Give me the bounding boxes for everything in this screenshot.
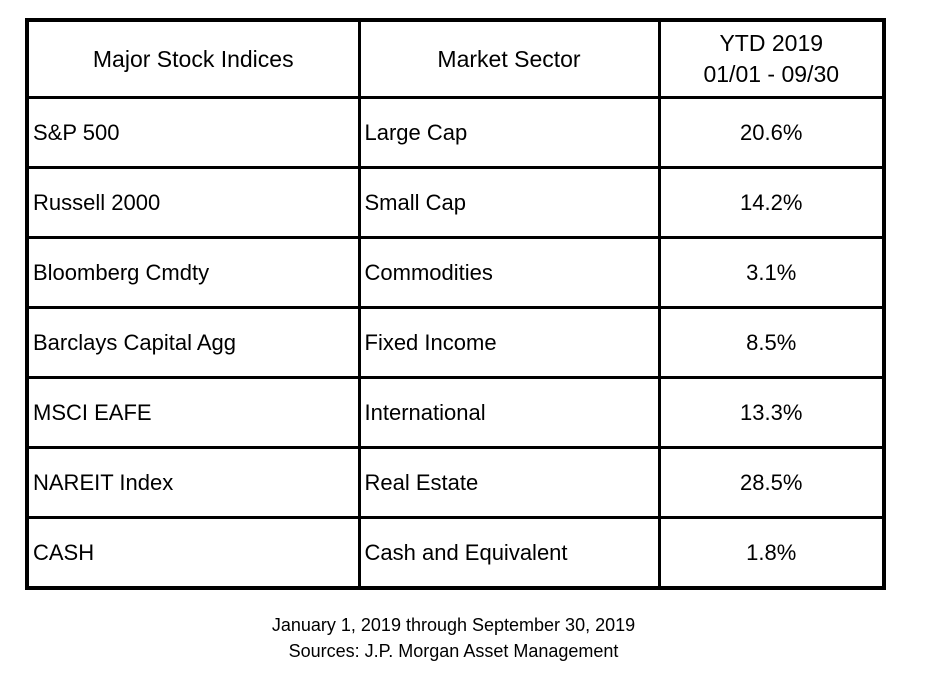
cell-ytd-return: 3.1% (657, 236, 886, 309)
footnote-sources: Sources: J.P. Morgan Asset Management (288, 641, 619, 661)
cell-stock-index: Barclays Capital Agg (25, 306, 361, 379)
table-row: NAREIT Index Real Estate 28.5% (25, 446, 886, 519)
cell-ytd-return: 14.2% (657, 166, 886, 239)
ytd-header-line1: YTD 2019 (719, 30, 824, 56)
cell-stock-index: MSCI EAFE (25, 376, 361, 449)
cell-market-sector: Commodities (357, 236, 661, 309)
table-row: CASH Cash and Equivalent 1.8% (25, 516, 886, 590)
cell-stock-index: NAREIT Index (25, 446, 361, 519)
ytd-header-line2: 01/01 - 09/30 (703, 61, 840, 87)
cell-stock-index: CASH (25, 516, 361, 590)
table-row: MSCI EAFE International 13.3% (25, 376, 886, 449)
cell-market-sector: Cash and Equivalent (357, 516, 661, 590)
cell-stock-index: S&P 500 (25, 96, 361, 169)
table-row: Barclays Capital Agg Fixed Income 8.5% (25, 306, 886, 379)
footnotes: January 1, 2019 through September 30, 20… (25, 612, 882, 664)
cell-ytd-return: 8.5% (657, 306, 886, 379)
cell-stock-index: Russell 2000 (25, 166, 361, 239)
cell-ytd-return: 20.6% (657, 96, 886, 169)
table-row: Russell 2000 Small Cap 14.2% (25, 166, 886, 239)
cell-ytd-return: 13.3% (657, 376, 886, 449)
column-header-ytd-2019: YTD 2019 01/01 - 09/30 (657, 18, 886, 99)
cell-market-sector: Small Cap (357, 166, 661, 239)
index-returns-table: Major Stock Indices Market Sector YTD 20… (25, 18, 886, 590)
table-row: S&P 500 Large Cap 20.6% (25, 96, 886, 169)
footnote-date-range: January 1, 2019 through September 30, 20… (271, 615, 636, 635)
cell-stock-index: Bloomberg Cmdty (25, 236, 361, 309)
cell-market-sector: Real Estate (357, 446, 661, 519)
cell-market-sector: International (357, 376, 661, 449)
cell-ytd-return: 28.5% (657, 446, 886, 519)
table-row: Bloomberg Cmdty Commodities 3.1% (25, 236, 886, 309)
column-header-market-sector: Market Sector (357, 18, 661, 99)
cell-market-sector: Large Cap (357, 96, 661, 169)
table-header-row: Major Stock Indices Market Sector YTD 20… (25, 18, 886, 99)
table-body: S&P 500 Large Cap 20.6% Russell 2000 Sma… (25, 96, 886, 590)
cell-market-sector: Fixed Income (357, 306, 661, 379)
cell-ytd-return: 1.8% (657, 516, 886, 590)
column-header-major-stock-indices: Major Stock Indices (25, 18, 361, 99)
